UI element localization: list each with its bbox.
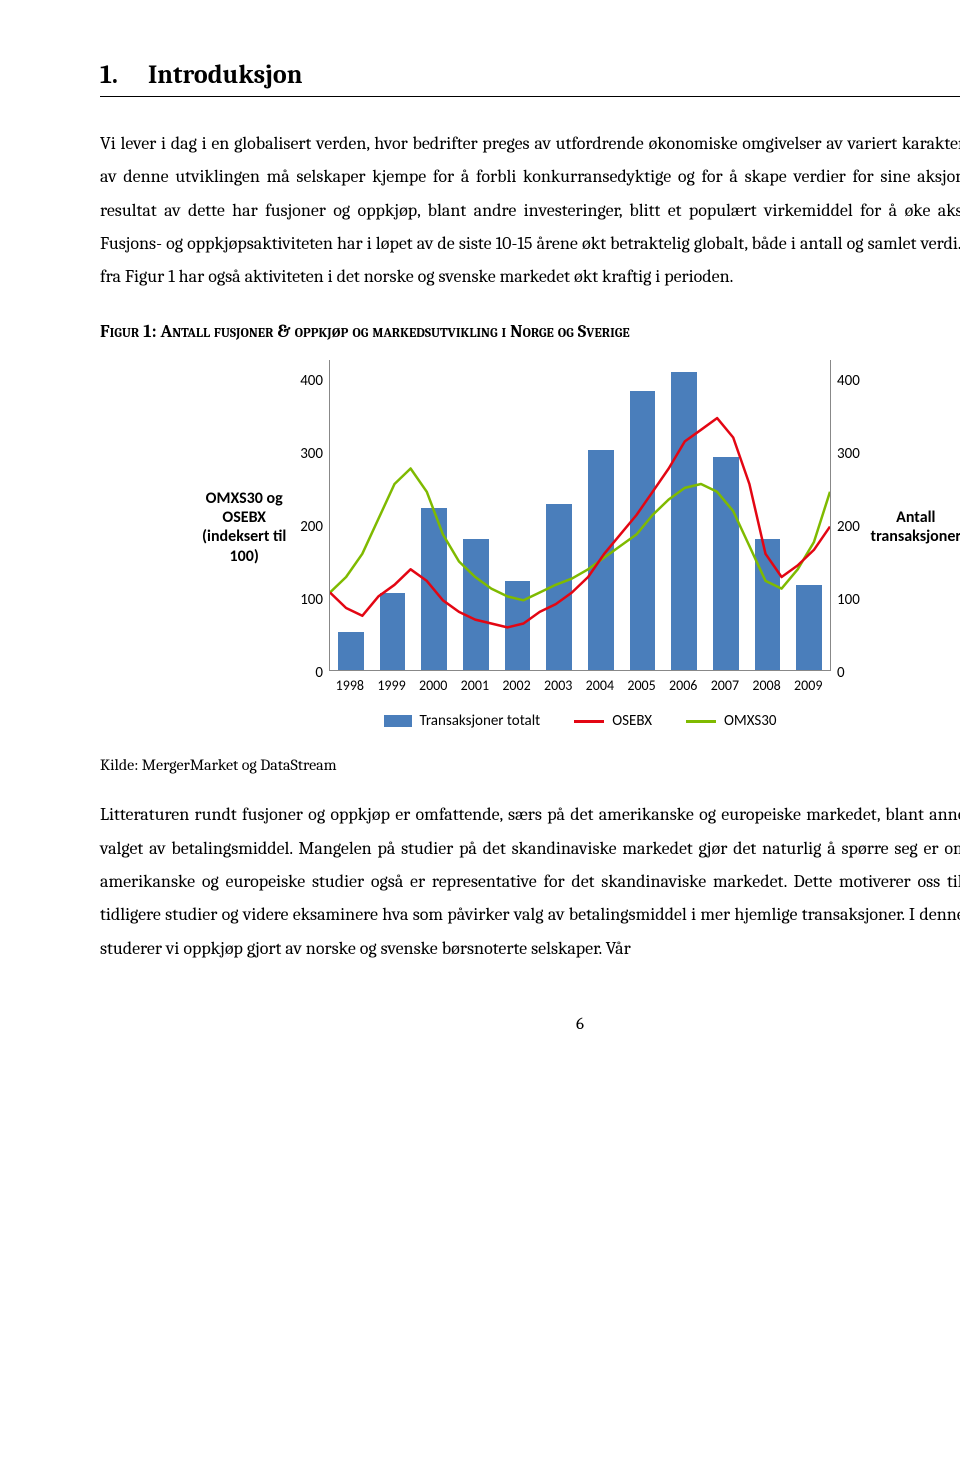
legend-item-bar: Transaksjoner totalt — [384, 712, 541, 730]
chart-plot-area — [329, 360, 831, 671]
paragraph-intro: Vi lever i dag i en globalisert verden, … — [100, 127, 960, 293]
chart-line-omxs30 — [330, 469, 830, 601]
paragraph-body: Litteraturen rundt fusjoner og oppkjøp e… — [100, 798, 960, 964]
chart-container: OMXS30 og OSEBX (indeksert til 100) 4003… — [100, 360, 960, 694]
legend-swatch-bar — [384, 715, 412, 727]
legend-swatch-omxs — [686, 720, 716, 723]
legend-item-osebx: OSEBX — [574, 712, 652, 730]
y-axis-label-right: Antall transaksjoner — [866, 508, 960, 546]
y-axis-ticks-right: 4003002001000 — [831, 372, 866, 682]
chart-lines-svg — [330, 360, 830, 670]
chart-legend: Transaksjoner totalt OSEBX OMXS30 — [100, 712, 960, 730]
legend-swatch-osebx — [574, 720, 604, 723]
y-axis-label-left: OMXS30 og OSEBX (indeksert til 100) — [194, 489, 294, 566]
x-axis-ticks: 1998199920002001200220032004200520062007… — [329, 677, 829, 694]
legend-item-omxs: OMXS30 — [686, 712, 777, 730]
figure-caption: Figur 1: Antall fusjoner & oppkjøp og ma… — [100, 321, 960, 342]
legend-label-osebx: OSEBX — [612, 712, 652, 730]
page-number: 6 — [100, 1015, 960, 1034]
chart-line-osebx — [330, 419, 830, 628]
heading-title: Introduksjon — [148, 60, 302, 90]
chart-source: Kilde: MergerMarket og DataStream — [100, 756, 960, 774]
legend-label-omxs: OMXS30 — [724, 712, 777, 730]
y-axis-ticks-left: 4003002001000 — [294, 372, 329, 682]
heading-number: 1. — [100, 60, 148, 90]
heading-underline — [100, 96, 960, 97]
section-heading: 1. Introduksjon — [100, 60, 960, 90]
legend-label-bar: Transaksjoner totalt — [420, 712, 541, 730]
